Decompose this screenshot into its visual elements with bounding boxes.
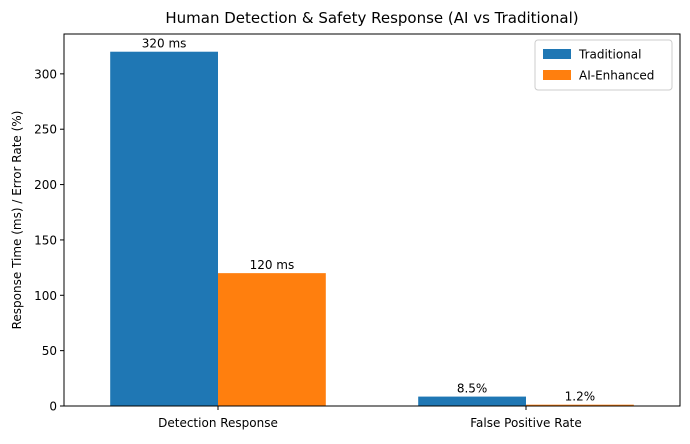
bar-value-label: 120 ms [250, 258, 295, 272]
legend-label-ai-enhanced: AI-Enhanced [579, 69, 654, 83]
legend-swatch-ai-enhanced [543, 70, 571, 80]
bar-value-label: 1.2% [565, 390, 596, 404]
y-tick-label: 150 [34, 233, 57, 247]
y-tick-label: 50 [42, 344, 57, 358]
bar-traditional-1 [418, 396, 526, 406]
x-tick-label: Detection Response [158, 416, 278, 430]
bar-ai-enhanced-1 [526, 404, 634, 406]
chart-title: Human Detection & Safety Response (AI vs… [165, 9, 578, 27]
bar-value-label: 8.5% [457, 382, 488, 396]
bar-traditional-0 [110, 51, 218, 406]
plot-frame [63, 33, 681, 407]
bar-ai-enhanced-0 [218, 273, 326, 406]
legend-label-traditional: Traditional [578, 48, 641, 62]
x-tick-label: False Positive Rate [470, 416, 582, 430]
y-axis-label: Response Time (ms) / Error Rate (%) [10, 111, 24, 330]
y-tick-label: 0 [49, 400, 57, 414]
plot-area: 320 ms 8.5% 120 ms 1.2% 0 50 100 150 200 250 300 De… [34, 33, 681, 430]
y-tick-label: 250 [34, 123, 57, 137]
y-tick-label: 300 [34, 67, 57, 81]
y-tick-label: 100 [34, 289, 57, 303]
legend: Traditional AI-Enhanced [534, 39, 673, 91]
bar-value-label: 320 ms [142, 37, 187, 51]
legend-swatch-traditional [543, 49, 571, 59]
y-tick-label: 200 [34, 178, 57, 192]
